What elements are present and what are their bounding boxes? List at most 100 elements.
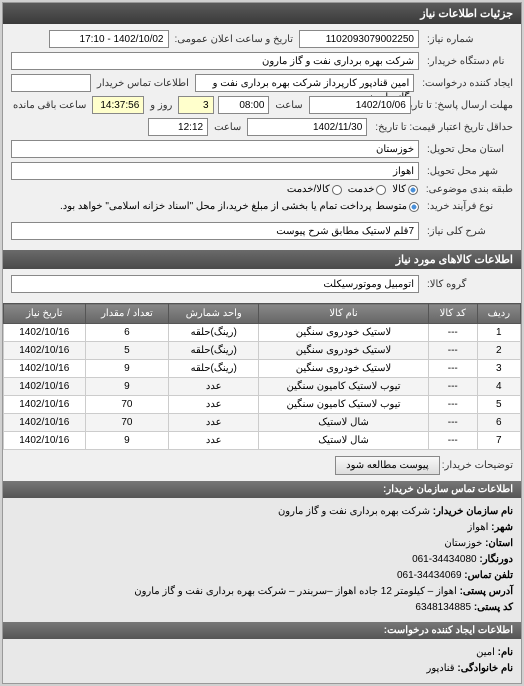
table-cell: عدد: [169, 378, 259, 396]
table-cell: 4: [477, 378, 520, 396]
goods-section-header: اطلاعات کالاهای مورد نیاز: [3, 250, 521, 269]
deadline-date: 1402/10/06: [309, 96, 411, 114]
name-label: نام:: [498, 647, 513, 658]
table-cell: 1402/10/16: [4, 396, 86, 414]
buyer-name-label: نام دستگاه خریدار:: [423, 56, 513, 67]
table-cell: 70: [85, 396, 169, 414]
days-remain: 3: [178, 96, 213, 114]
table-cell: لاستیک خودروی سنگین: [259, 360, 429, 378]
table-cell: 9: [85, 378, 169, 396]
table-cell: 1402/10/16: [4, 342, 86, 360]
deadline-time: 08:00: [218, 96, 270, 114]
table-cell: 9: [85, 432, 169, 450]
family-value: قنادپور: [427, 663, 455, 674]
table-cell: 9: [85, 360, 169, 378]
col-unit: واحد شمارش: [169, 304, 259, 324]
table-cell: تیوب لاستیک کامیون سنگین: [259, 378, 429, 396]
announce-value: 1402/10/02 - 17:10: [49, 30, 169, 48]
summary-label: شرح کلی نیاز:: [423, 226, 513, 237]
summary-value: 7قلم لاستیک مطابق شرح پیوست: [11, 222, 419, 240]
org-label: نام سازمان خریدار:: [433, 506, 513, 517]
name-value: امین: [476, 647, 495, 658]
fax-value: 34434080-061: [412, 554, 477, 565]
table-cell: تیوب لاستیک کامیون سنگین: [259, 396, 429, 414]
table-cell: 1402/10/16: [4, 378, 86, 396]
requester-value: امین قنادپور کارپرداز شرکت بهره برداری ن…: [195, 74, 414, 92]
addr-value: اهواز – کیلومتر 12 جاده اهواز –سربندر – …: [134, 586, 457, 597]
table-cell: عدد: [169, 414, 259, 432]
addr-label: آدرس پستی:: [460, 586, 513, 597]
panel-title: جزئیات اطلاعات نیاز: [3, 3, 521, 24]
time-remain-label: ساعت باقی مانده: [11, 100, 88, 111]
table-cell: عدد: [169, 396, 259, 414]
table-row: 7---شال لاستیکعدد91402/10/16: [4, 432, 521, 450]
table-cell: 5: [85, 342, 169, 360]
goods-group-value: اتومبیل وموتورسیکلت: [11, 275, 419, 293]
table-cell: (رینگ)حلقه: [169, 360, 259, 378]
time-label-2: ساعت: [212, 122, 243, 133]
deadline-label: مهلت ارسال پاسخ: تا تاریخ:: [415, 100, 513, 111]
table-cell: 3: [477, 360, 520, 378]
table-cell: ---: [428, 432, 477, 450]
details-panel: جزئیات اطلاعات نیاز شماره نیاز: 11020930…: [2, 2, 522, 684]
radio-icon: [409, 202, 419, 212]
table-cell: شال لاستیک: [259, 432, 429, 450]
process-radio-group: متوسط: [376, 201, 419, 212]
goods-group-label: گروه کالا:: [423, 279, 513, 290]
radio-medium[interactable]: متوسط: [376, 201, 419, 212]
validity-label: حداقل تاریخ اعتبار قیمت: تا تاریخ:: [371, 122, 513, 133]
table-row: 3---لاستیک خودروی سنگین(رینگ)حلقه91402/1…: [4, 360, 521, 378]
radio-icon: [332, 185, 342, 195]
table-cell: ---: [428, 396, 477, 414]
province-value: خوزستان: [11, 140, 419, 158]
city-label: شهر محل تحویل:: [423, 166, 513, 177]
post-label: کد پستی:: [474, 602, 513, 613]
table-cell: شال لاستیک: [259, 414, 429, 432]
contact-section-header: اطلاعات تماس سازمان خریدار:: [3, 481, 521, 498]
city-value: اهواز: [11, 162, 419, 180]
validity-time: 12:12: [148, 118, 208, 136]
table-cell: عدد: [169, 432, 259, 450]
table-cell: 1402/10/16: [4, 414, 86, 432]
col-row: ردیف: [477, 304, 520, 324]
family-label: نام خانوادگی:: [457, 663, 513, 674]
province-label: استان محل تحویل:: [423, 144, 513, 155]
table-cell: 6: [477, 414, 520, 432]
table-cell: 1: [477, 324, 520, 342]
process-note: پرداخت تمام یا بخشی از مبلغ خرید،از محل …: [60, 199, 372, 214]
contact-label: اطلاعات تماس خریدار: [95, 78, 191, 89]
table-row: 4---تیوب لاستیک کامیون سنگینعدد91402/10/…: [4, 378, 521, 396]
table-cell: (رینگ)حلقه: [169, 324, 259, 342]
radio-goods-service[interactable]: کالا/خدمت: [287, 184, 342, 195]
footer-info: نام سازمان خریدار: شرکت بهره برداری نفت …: [3, 498, 521, 622]
table-header-row: ردیف کد کالا نام کالا واحد شمارش تعداد /…: [4, 304, 521, 324]
table-cell: 70: [85, 414, 169, 432]
table-row: 6---شال لاستیکعدد701402/10/16: [4, 414, 521, 432]
footer-city-label: شهر:: [491, 522, 513, 533]
table-cell: ---: [428, 414, 477, 432]
table-cell: 1402/10/16: [4, 360, 86, 378]
table-body: 1---لاستیک خودروی سنگین(رینگ)حلقه61402/1…: [4, 324, 521, 450]
form-area: شماره نیاز: 1102093079002250 تاریخ و ساع…: [3, 24, 521, 250]
category-label: طبقه بندی موضوعی:: [422, 184, 513, 195]
attachment-button[interactable]: پیوست مطالعه شود: [335, 456, 440, 475]
announce-label: تاریخ و ساعت اعلان عمومی:: [173, 34, 296, 45]
radio-service[interactable]: خدمت: [348, 184, 387, 195]
requester-label: ایجاد کننده درخواست:: [418, 78, 513, 89]
table-cell: 6: [85, 324, 169, 342]
radio-icon: [408, 185, 418, 195]
footer-city: اهواز: [468, 522, 489, 533]
validity-date: 1402/11/30: [247, 118, 367, 136]
table-cell: 5: [477, 396, 520, 414]
col-date: تاریخ نیاز: [4, 304, 86, 324]
table-cell: (رینگ)حلقه: [169, 342, 259, 360]
goods-table: ردیف کد کالا نام کالا واحد شمارش تعداد /…: [3, 303, 521, 450]
table-cell: ---: [428, 378, 477, 396]
req-no-value: 1102093079002250: [299, 30, 419, 48]
table-cell: 2: [477, 342, 520, 360]
radio-goods[interactable]: کالا: [392, 184, 418, 195]
table-row: 5---تیوب لاستیک کامیون سنگینعدد701402/10…: [4, 396, 521, 414]
post-value: 6348134885: [415, 602, 471, 613]
table-cell: ---: [428, 342, 477, 360]
table-cell: 1402/10/16: [4, 432, 86, 450]
